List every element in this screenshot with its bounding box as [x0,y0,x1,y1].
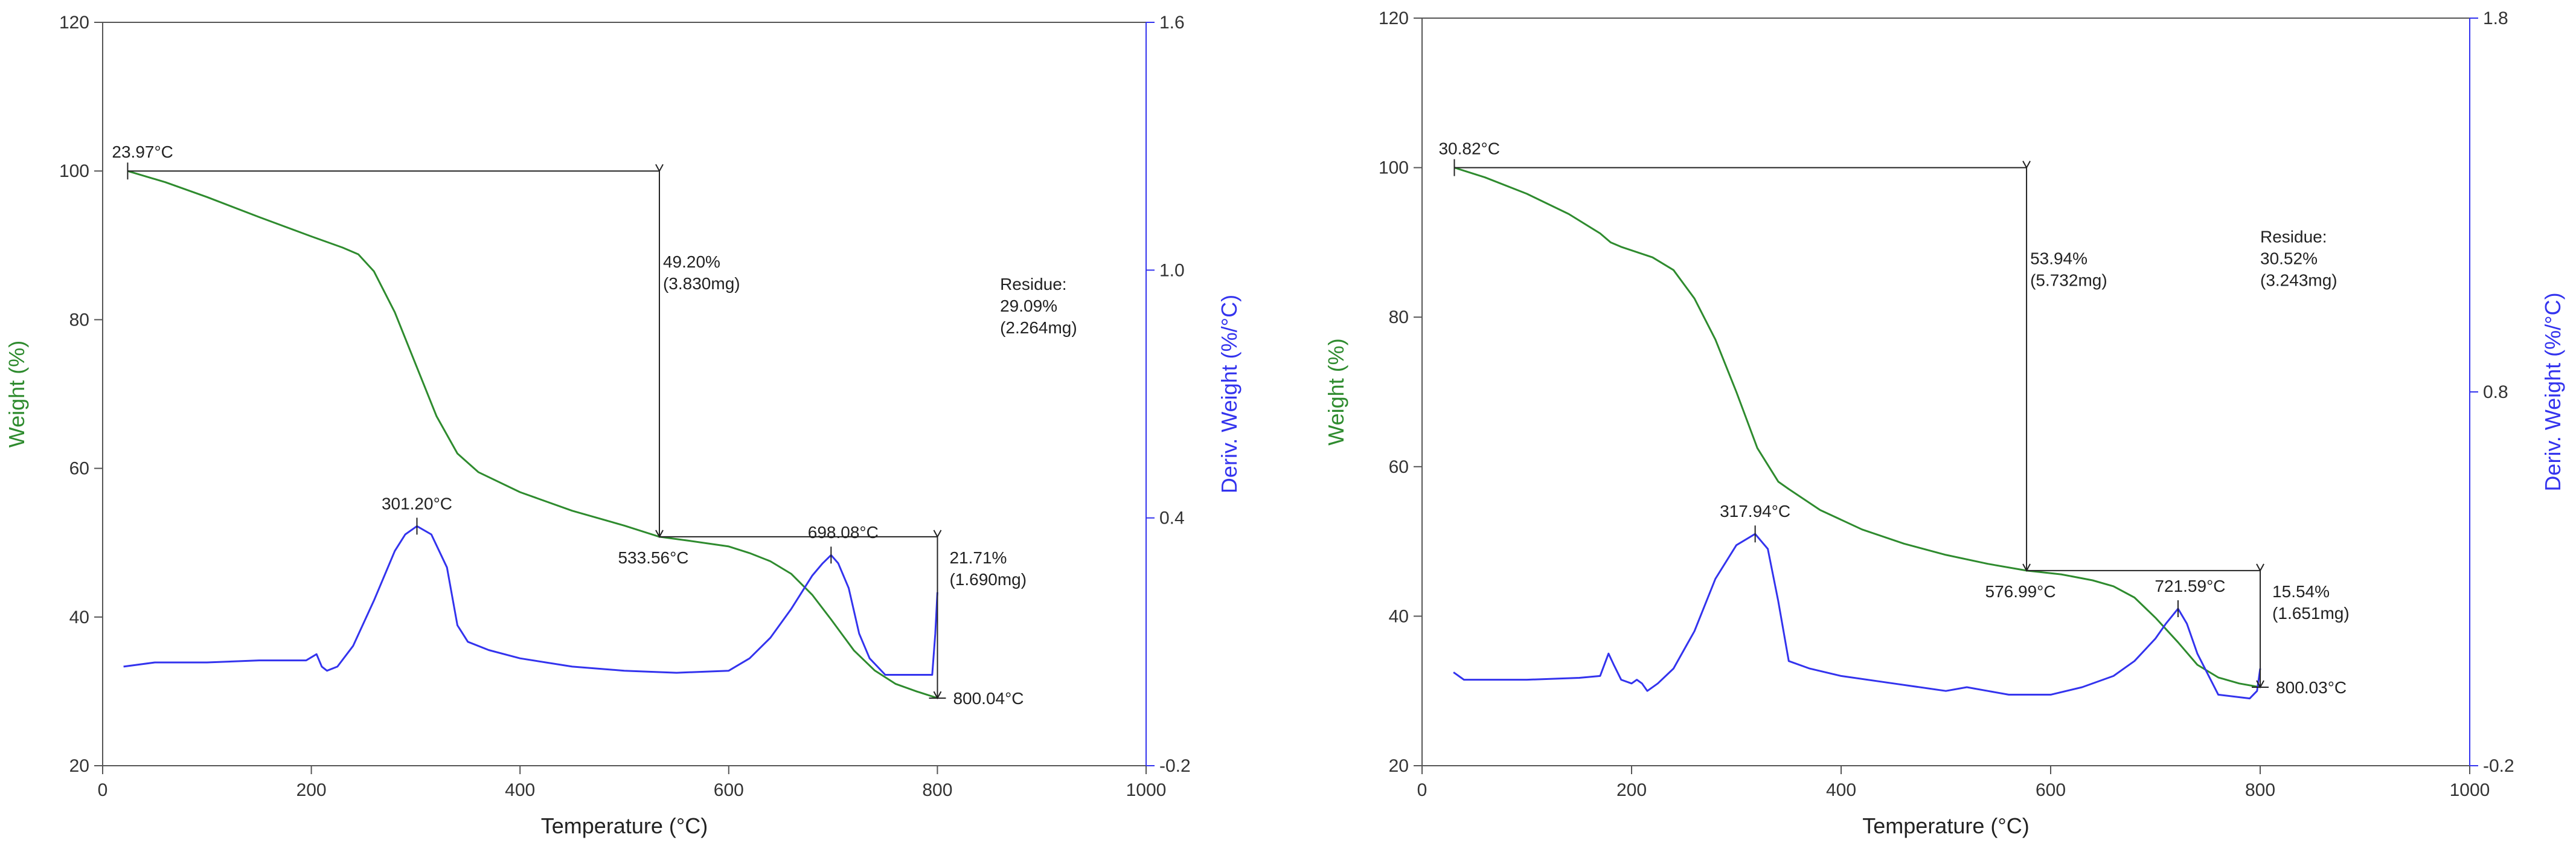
peak1-temp-label: 317.94°C [1720,502,1790,521]
x-tick-label: 0 [98,780,108,800]
y-axis-left-title: Weight (%) [4,341,29,447]
step1-end-temp-label: 576.99°C [1985,582,2056,601]
y-left-tick-label: 80 [69,310,89,330]
y-right-tick-label: 1.6 [1159,13,1185,33]
deriv-weight-curve [1453,533,2261,700]
residue-title: Residue: [2260,227,2327,246]
y-left-tick-label: 100 [1379,158,1409,178]
y-right-tick-label: 1.8 [2483,8,2508,28]
y-left-tick-label: 60 [69,459,89,479]
y-left-tick-label: 100 [59,161,89,181]
y-left-tick-label: 20 [1389,756,1409,776]
weight-curve [1454,167,2261,688]
y-right-tick-label: 0.8 [2483,382,2508,402]
y-axis-right-title: Deriv. Weight (%/°C) [1217,295,1242,493]
y-left-tick-label: 40 [69,607,89,627]
peak1-temp-label: 301.20°C [382,494,452,513]
peak2-temp-label: 698.08°C [808,523,879,542]
y-left-tick-label: 80 [1389,307,1409,327]
y-left-tick-label: 20 [69,756,89,776]
x-axis-title: Temperature (°C) [1862,813,2029,838]
x-tick-label: 400 [1826,780,1856,800]
step1-mg-label: (3.830mg) [663,274,740,293]
y-left-tick-label: 120 [1379,8,1409,28]
step1-mg-label: (5.732mg) [2030,271,2107,290]
x-tick-label: 600 [714,780,744,800]
x-tick-label: 200 [296,780,327,800]
y-right-tick-label: -0.2 [2483,756,2514,776]
x-tick-label: 600 [2036,780,2066,800]
left-panel: 0 200 400 600 800 1000 20 40 60 80 100 120 -0.2 0.4 1.… [4,13,1242,838]
step2-end-temp-label: 800.03°C [2276,678,2347,697]
residue-title: Residue: [1000,275,1067,293]
x-tick-label: 400 [505,780,535,800]
y-axis-right-title: Deriv. Weight (%/°C) [2540,292,2565,491]
x-tick-label: 0 [1417,780,1427,800]
x-tick-label: 200 [1616,780,1647,800]
right-panel: 0 200 400 600 800 1000 20 40 60 80 100 120 -0.2 0.8 1.… [1324,8,2565,838]
y-left-tick-label: 120 [59,13,89,33]
y-right-tick-label: 0.4 [1159,508,1185,528]
step1-pct-label: 49.20% [663,252,720,271]
weight-curve [127,170,938,699]
start-temp-label: 23.97°C [112,143,173,161]
residue-mg-label: (3.243mg) [2260,271,2337,289]
y-right-tick-label: 1.0 [1159,260,1185,280]
y-right-tick-label: -0.2 [1159,756,1191,776]
step2-pct-label: 15.54% [2272,582,2330,601]
step2-pct-label: 21.71% [949,548,1007,567]
deriv-weight-curve [123,525,938,676]
x-tick-label: 1000 [1126,780,1167,800]
step1-pct-label: 53.94% [2030,249,2087,268]
step2-mg-label: (1.690mg) [949,570,1027,589]
peak2-temp-label: 721.59°C [2155,577,2225,595]
y-left-tick-label: 40 [1389,606,1409,626]
x-axis-title: Temperature (°C) [541,813,708,838]
residue-mg-label: (2.264mg) [1000,318,1077,337]
y-axis-left-title: Weight (%) [1324,338,1348,445]
residue-pct-label: 29.09% [1000,296,1057,315]
y-left-tick-label: 60 [1389,457,1409,477]
step2-end-temp-label: 800.04°C [953,689,1024,708]
step2-mg-label: (1.651mg) [2272,604,2350,623]
step1-end-temp-label: 533.56°C [618,548,688,567]
x-tick-label: 800 [922,780,952,800]
start-temp-label: 30.82°C [1438,139,1500,158]
residue-pct-label: 30.52% [2260,249,2318,268]
x-tick-label: 800 [2245,780,2275,800]
x-tick-label: 1000 [2450,780,2490,800]
